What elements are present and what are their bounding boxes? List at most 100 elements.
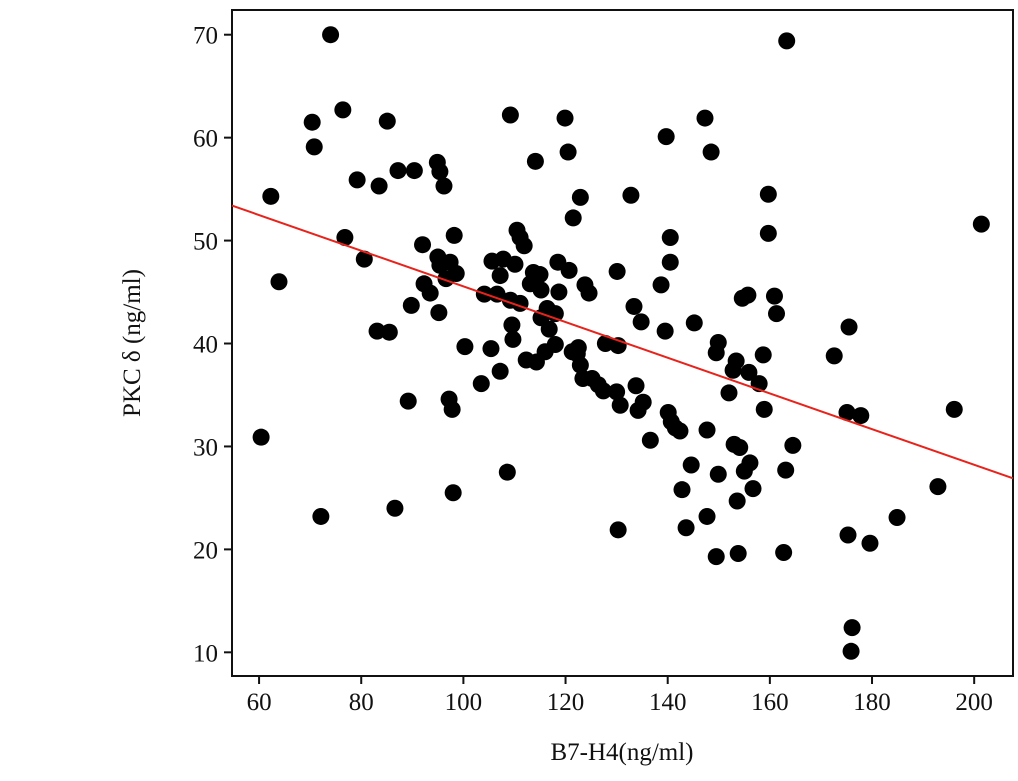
- data-point: [498, 463, 516, 481]
- data-point: [504, 330, 522, 348]
- data-point: [550, 283, 568, 301]
- data-point: [564, 209, 582, 227]
- data-point: [421, 284, 439, 302]
- data-points: [252, 26, 990, 660]
- data-point: [252, 428, 270, 446]
- data-point: [444, 484, 462, 502]
- data-point: [784, 436, 802, 454]
- data-point: [491, 267, 509, 285]
- data-point: [838, 403, 856, 421]
- data-point: [677, 519, 695, 537]
- data-point: [945, 400, 963, 418]
- data-point: [611, 396, 629, 414]
- data-point: [609, 521, 627, 539]
- data-point: [972, 215, 990, 233]
- data-point: [661, 253, 679, 271]
- data-point: [305, 138, 323, 156]
- data-point: [515, 237, 533, 255]
- x-tick-label: 180: [853, 689, 891, 716]
- x-tick-label: 140: [649, 689, 687, 716]
- data-point: [698, 421, 716, 439]
- data-point: [596, 335, 614, 353]
- data-point: [559, 143, 577, 161]
- data-point: [627, 377, 645, 395]
- data-point: [608, 383, 626, 401]
- data-point: [526, 152, 544, 170]
- data-point: [729, 545, 747, 563]
- data-point: [303, 113, 321, 131]
- y-axis-label: PKC δ (ng/ml): [119, 269, 146, 417]
- data-point: [430, 304, 448, 322]
- y-tick-label: 30: [193, 434, 218, 461]
- data-point: [641, 431, 659, 449]
- y-tick-label: 40: [193, 332, 218, 359]
- data-point: [378, 112, 396, 130]
- data-point: [488, 285, 506, 303]
- data-point: [759, 185, 777, 203]
- data-point: [491, 362, 509, 380]
- data-point: [348, 171, 366, 189]
- data-point: [625, 297, 643, 315]
- data-point: [503, 316, 521, 334]
- data-point: [270, 273, 288, 291]
- data-point: [656, 322, 674, 340]
- data-point: [622, 186, 640, 204]
- data-point: [355, 250, 373, 268]
- data-point: [380, 323, 398, 341]
- data-point: [702, 143, 720, 161]
- data-point: [671, 422, 689, 440]
- data-point: [532, 281, 550, 299]
- y-tick-label: 60: [193, 126, 218, 153]
- x-tick-label: 60: [247, 689, 272, 716]
- data-point: [262, 187, 280, 205]
- data-point: [842, 642, 860, 660]
- y-tick-label: 10: [193, 640, 218, 667]
- data-point: [334, 101, 352, 119]
- data-point: [709, 465, 727, 483]
- data-point: [839, 526, 857, 544]
- data-point: [720, 384, 738, 402]
- data-point: [709, 333, 727, 351]
- data-point: [634, 393, 652, 411]
- data-point: [405, 162, 423, 180]
- data-point: [698, 507, 716, 525]
- data-point: [682, 456, 700, 474]
- y-axis-ticks: 10 20 30 40 50 60 70: [193, 23, 232, 667]
- data-point: [445, 226, 463, 244]
- data-point: [685, 314, 703, 332]
- x-tick-label: 120: [547, 689, 585, 716]
- data-point: [765, 287, 783, 305]
- y-tick-label: 20: [193, 537, 218, 564]
- x-tick-label: 100: [445, 689, 483, 716]
- x-axis-ticks: 60 80 100 120 140 160 180 200: [247, 676, 993, 716]
- data-point: [657, 128, 675, 146]
- data-point: [727, 352, 745, 370]
- data-point: [661, 228, 679, 246]
- data-point: [336, 228, 354, 246]
- data-point: [370, 177, 388, 195]
- data-point: [560, 261, 578, 279]
- data-point: [312, 507, 330, 525]
- data-point: [414, 236, 432, 254]
- y-tick-label: 70: [193, 23, 218, 50]
- data-point: [447, 265, 465, 283]
- data-point: [861, 534, 879, 552]
- data-point: [531, 266, 549, 284]
- data-point: [501, 106, 519, 124]
- data-point: [673, 481, 691, 499]
- y-tick-label: 50: [193, 229, 218, 256]
- data-point: [843, 619, 861, 637]
- data-point: [571, 188, 589, 206]
- data-point: [739, 286, 757, 304]
- data-point: [482, 340, 500, 358]
- data-point: [852, 407, 870, 425]
- x-tick-label: 160: [751, 689, 789, 716]
- data-point: [775, 543, 793, 561]
- x-axis-label: B7-H4(ng/ml): [550, 739, 693, 766]
- data-point: [322, 26, 340, 44]
- data-point: [389, 162, 407, 180]
- data-point: [435, 177, 453, 195]
- data-point: [456, 338, 474, 356]
- data-point: [546, 336, 564, 354]
